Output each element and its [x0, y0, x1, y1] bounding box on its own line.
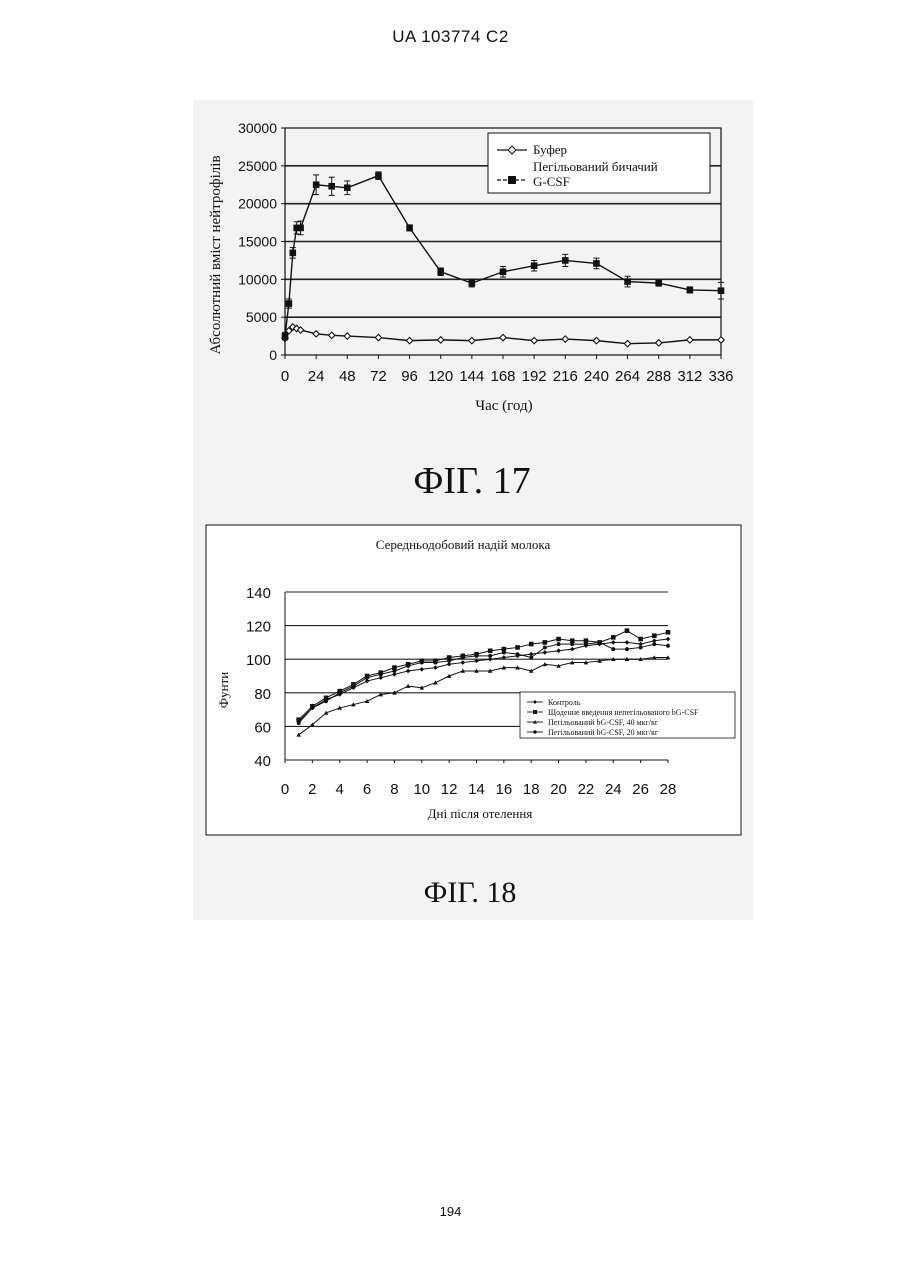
x-tick-label: 4	[336, 781, 344, 798]
data-point	[543, 640, 548, 645]
data-point	[392, 669, 396, 673]
data-point	[598, 640, 602, 644]
data-point	[529, 642, 534, 647]
data-point	[461, 656, 465, 660]
data-point	[611, 647, 615, 651]
data-point	[447, 659, 451, 663]
data-point	[502, 651, 506, 655]
x-tick-label: 0	[281, 781, 289, 798]
data-point	[516, 652, 520, 656]
x-tick-label: 6	[363, 781, 371, 798]
data-point	[652, 633, 657, 638]
data-point	[652, 642, 656, 646]
data-point	[611, 635, 616, 640]
data-point	[529, 656, 533, 660]
y-axis-label: Фунти	[216, 672, 231, 708]
x-tick-label: 22	[578, 781, 595, 798]
chart-title: Середньодобовий надій молока	[376, 537, 551, 552]
data-point	[297, 721, 301, 725]
data-point	[515, 645, 520, 650]
data-point	[324, 699, 328, 703]
x-tick-label: 28	[660, 781, 677, 798]
data-point	[666, 630, 671, 635]
x-tick-label: 8	[390, 781, 398, 798]
legend-marker	[533, 730, 536, 733]
data-point	[557, 642, 561, 646]
data-point	[488, 649, 493, 654]
data-point	[666, 644, 670, 648]
y-tick-label: 100	[246, 652, 271, 669]
data-point	[406, 664, 410, 668]
data-point	[488, 654, 492, 658]
data-point	[351, 684, 355, 688]
data-point	[420, 661, 424, 665]
figure-18-label: ФІГ. 18	[424, 876, 517, 909]
page-number: 194	[0, 1204, 901, 1219]
y-tick-label: 40	[254, 753, 271, 770]
x-tick-label: 14	[468, 781, 485, 798]
data-point	[365, 676, 369, 680]
data-point	[639, 645, 643, 649]
x-axis-label: Дні після отелення	[428, 806, 533, 821]
x-tick-label: 16	[496, 781, 513, 798]
data-point	[434, 661, 438, 665]
legend: КонтрольЩоденне введення непегільованого…	[520, 692, 735, 738]
x-tick-label: 26	[632, 781, 649, 798]
data-point	[310, 706, 314, 710]
figure-18-chart: Середньодобовий надій молока 40608010012…	[0, 0, 901, 920]
y-tick-label: 140	[246, 585, 271, 602]
y-tick-label: 80	[254, 686, 271, 703]
legend-label: Пегільований bG-CSF, 20 мкг/кг	[548, 728, 659, 737]
x-tick-label: 10	[413, 781, 430, 798]
data-point	[638, 637, 643, 642]
y-tick-label: 120	[246, 619, 271, 636]
legend-label: Контроль	[548, 698, 581, 707]
data-point	[625, 628, 630, 633]
data-point	[475, 654, 479, 658]
x-tick-label: 2	[308, 781, 316, 798]
x-tick-label: 24	[605, 781, 622, 798]
x-tick-label: 12	[441, 781, 458, 798]
data-point	[543, 645, 547, 649]
data-point	[338, 691, 342, 695]
x-tick-label: 20	[550, 781, 567, 798]
data-point	[379, 672, 383, 676]
legend-label: Щоденне введення непегільованого bG-CSF	[548, 708, 699, 717]
x-tick-label: 18	[523, 781, 540, 798]
data-point	[625, 647, 629, 651]
data-point	[570, 642, 574, 646]
legend-label: Пегільований bG-CSF, 40 мкг/кг	[548, 718, 659, 727]
data-point	[584, 642, 588, 646]
y-tick-label: 60	[254, 719, 271, 736]
data-point	[556, 637, 561, 642]
legend-marker	[533, 710, 537, 714]
